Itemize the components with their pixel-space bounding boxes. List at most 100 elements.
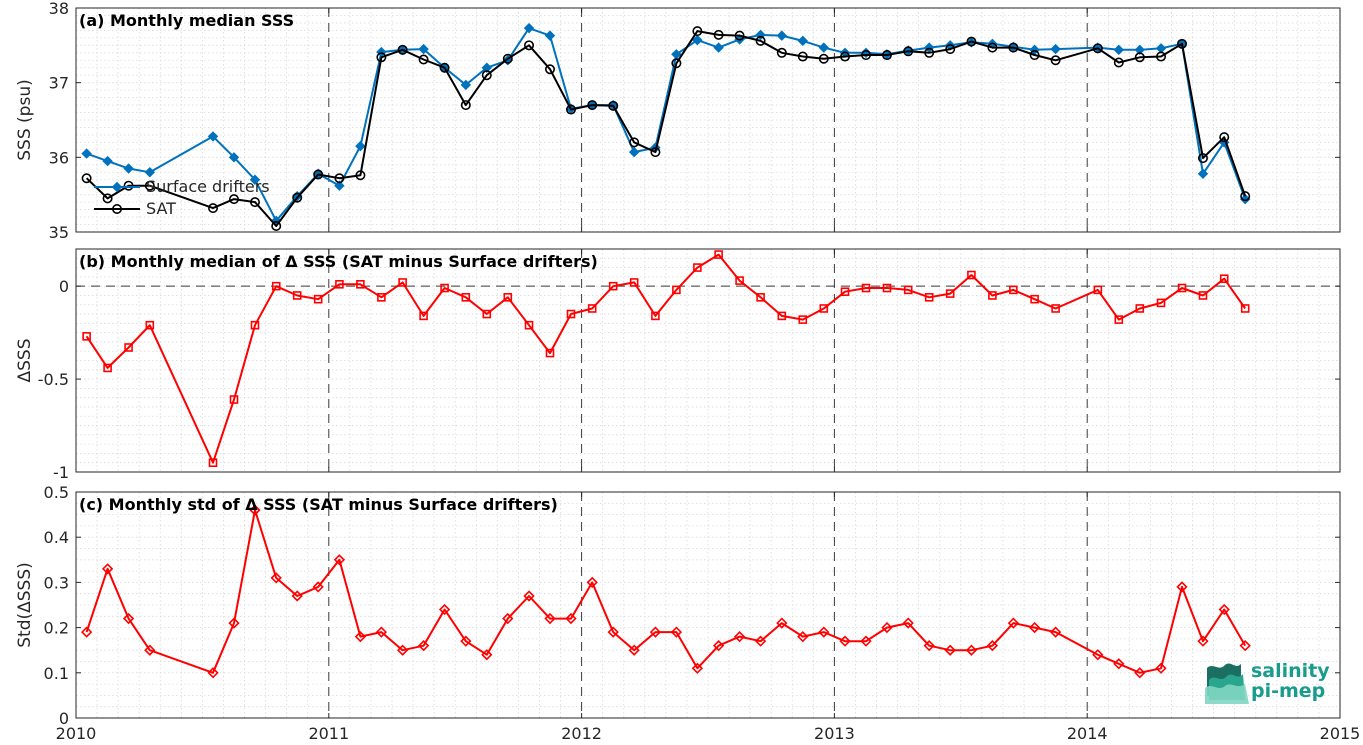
data-point — [270, 572, 282, 584]
data-point — [144, 644, 156, 656]
x-axis — [75, 8, 1341, 232]
data-point — [1135, 304, 1145, 313]
data-point — [418, 54, 429, 65]
data-point — [651, 311, 660, 321]
data-point — [714, 250, 723, 259]
data-point — [1028, 621, 1041, 634]
series-line — [85, 30, 1247, 227]
data-point — [945, 44, 956, 55]
data-point — [797, 631, 809, 643]
legend-marker — [112, 204, 123, 215]
legend: Surface drifters SAT — [94, 177, 270, 218]
data-point — [292, 291, 302, 300]
data-point — [840, 51, 851, 62]
data-point — [544, 30, 556, 41]
data-point — [376, 52, 387, 63]
y-tick-label: 35 — [49, 223, 69, 242]
data-point — [628, 644, 640, 656]
data-point — [312, 581, 324, 593]
data-point — [1009, 285, 1018, 295]
y-tick-label: 0.3 — [44, 573, 69, 592]
y-tick-label: -1 — [53, 463, 69, 482]
y-axis-label: Std(ΔSSS) — [15, 562, 35, 648]
data-point — [967, 270, 976, 280]
data-point — [1219, 132, 1230, 143]
data-point — [692, 34, 703, 46]
data-point — [776, 47, 787, 58]
data-point — [839, 635, 851, 647]
data-point — [81, 148, 92, 159]
x-tick-label: 2011 — [308, 724, 349, 743]
y-tick-label: 0.2 — [44, 619, 69, 638]
data-point — [1007, 617, 1020, 629]
data-point — [966, 36, 977, 47]
data-point — [418, 43, 429, 55]
data-point — [502, 612, 514, 625]
data-point — [334, 180, 345, 191]
data-point — [503, 293, 513, 302]
data-point — [144, 167, 156, 178]
data-point — [798, 315, 808, 324]
data-point — [755, 35, 766, 46]
x-axis — [75, 249, 1341, 472]
data-point — [586, 576, 598, 589]
data-point — [1134, 44, 1145, 56]
series-sat — [81, 26, 1251, 232]
data-point — [756, 293, 765, 302]
data-point — [566, 309, 576, 319]
data-point — [818, 42, 829, 53]
data-point — [860, 50, 871, 61]
data-point — [608, 281, 618, 291]
y-tick-label: -0.5 — [38, 370, 69, 389]
data-point — [292, 192, 303, 203]
data-point — [397, 44, 408, 55]
data-point — [229, 395, 239, 404]
panel-c: 0 0.1 0.2 0.3 0.4 0.5 2010 2011 2012 2013 2014 2015… — [15, 483, 1360, 743]
data-point — [923, 640, 935, 652]
data-point — [712, 640, 725, 652]
data-point — [481, 649, 493, 661]
data-point — [102, 193, 113, 204]
data-point — [649, 626, 662, 638]
data-point — [80, 626, 93, 638]
data-point — [565, 104, 576, 115]
y-tick-label: 0.5 — [44, 483, 69, 502]
data-point — [355, 140, 366, 152]
series-delta-sss — [80, 504, 1251, 679]
data-point — [545, 348, 555, 358]
data-point — [861, 283, 871, 293]
data-point — [713, 29, 724, 40]
data-point — [481, 70, 492, 81]
data-point — [375, 626, 388, 638]
data-point — [249, 174, 261, 185]
minor-grid — [76, 8, 1340, 232]
data-point — [1114, 315, 1124, 324]
data-point — [398, 278, 407, 287]
minor-grid — [76, 492, 1340, 718]
axes-frame — [75, 248, 1341, 473]
data-point — [882, 283, 892, 293]
y-axis: 0 0.1 0.2 0.3 0.4 0.5 — [44, 483, 1340, 728]
data-point — [860, 635, 872, 647]
data-point — [334, 173, 345, 184]
data-point — [1240, 304, 1250, 313]
data-point — [313, 169, 324, 180]
data-point — [881, 621, 893, 634]
data-point — [734, 30, 745, 41]
data-point — [207, 131, 219, 142]
data-point — [797, 51, 808, 62]
legend-label: Surface drifters — [146, 177, 270, 196]
data-point — [840, 287, 850, 297]
data-point — [524, 320, 534, 330]
data-point — [819, 304, 829, 313]
y-tick-label: 0.1 — [44, 664, 69, 683]
x-tick-label: 2015 — [1320, 724, 1361, 743]
data-point — [1177, 283, 1187, 293]
data-point — [1008, 42, 1019, 53]
year-grid — [328, 8, 1088, 232]
data-point — [776, 30, 788, 41]
x-tick-label: 2012 — [561, 724, 602, 743]
data-point — [607, 626, 619, 638]
data-point — [1176, 581, 1188, 593]
data-point — [81, 173, 92, 184]
